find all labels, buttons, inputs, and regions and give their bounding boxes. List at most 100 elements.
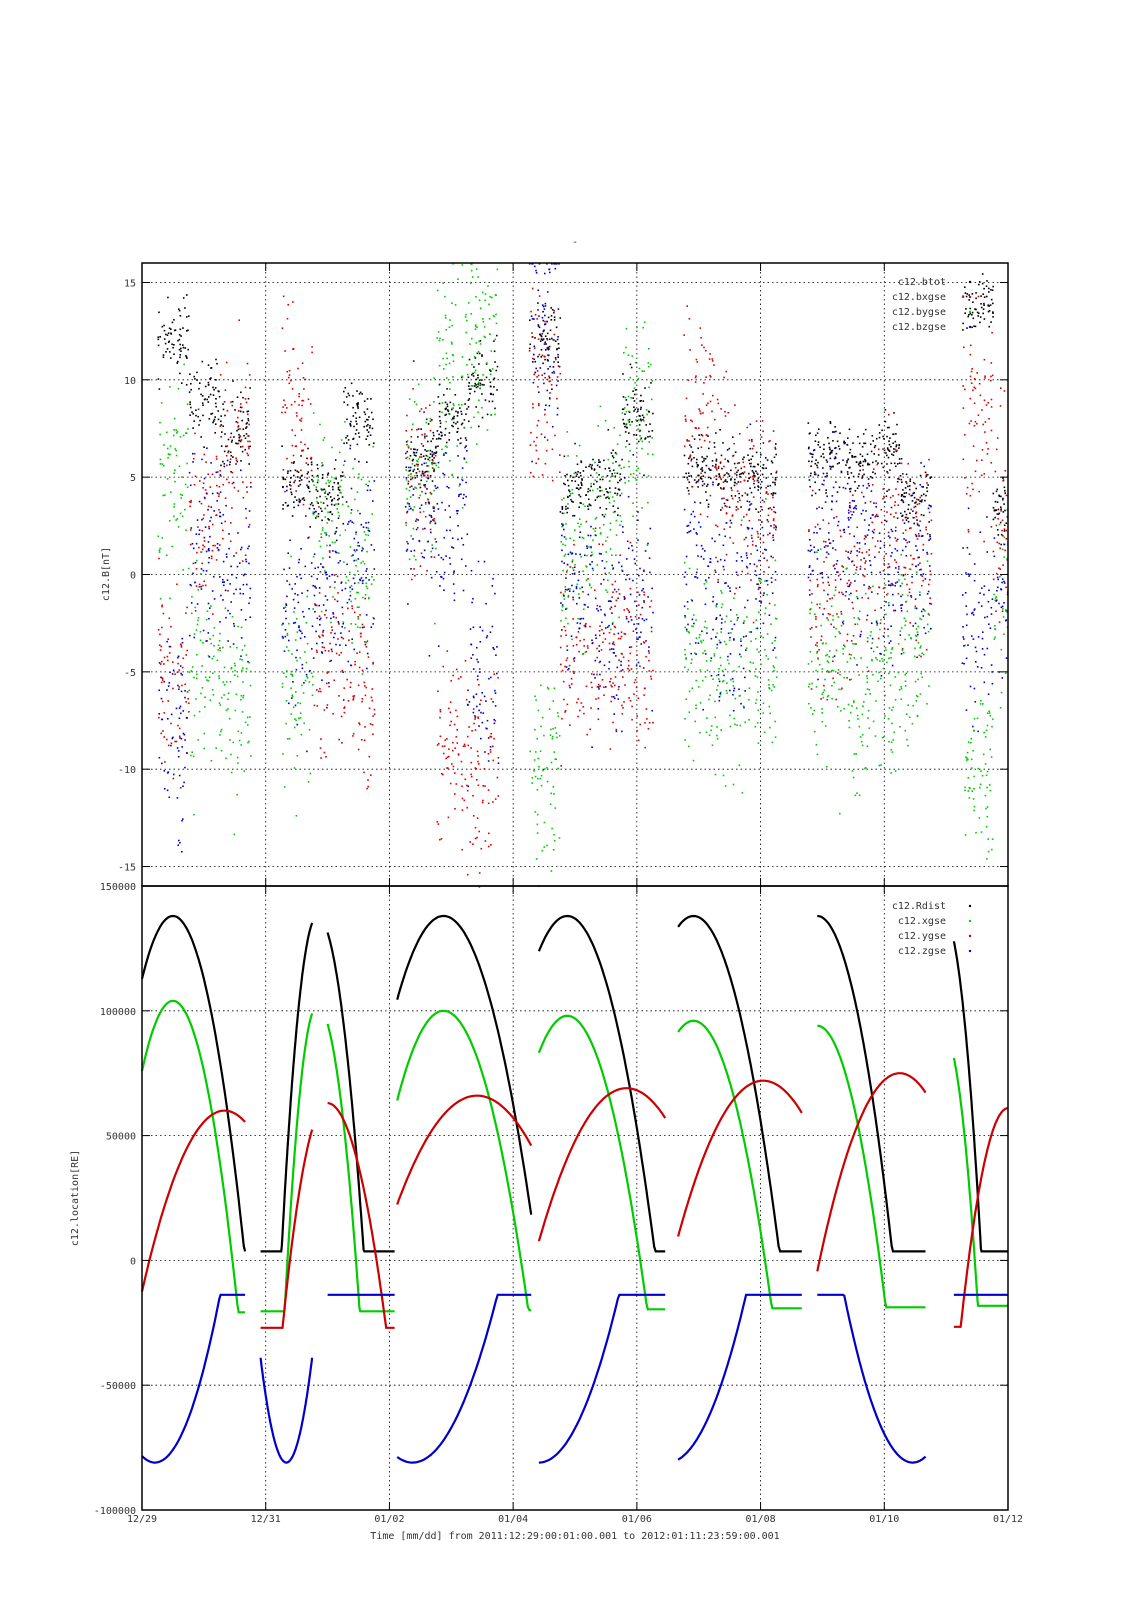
field-point	[422, 510, 425, 513]
field-point	[980, 306, 983, 309]
field-point	[457, 439, 459, 441]
field-point	[282, 753, 284, 755]
field-point	[178, 735, 181, 738]
field-point	[767, 485, 769, 487]
field-point	[244, 398, 247, 400]
field-point	[175, 519, 177, 521]
field-point	[713, 442, 716, 444]
field-point	[328, 485, 330, 487]
field-point	[331, 650, 333, 653]
field-point	[282, 486, 284, 489]
field-point	[889, 496, 892, 499]
field-point	[364, 643, 367, 646]
field-point	[166, 789, 169, 792]
field-point	[240, 446, 242, 448]
field-point	[354, 582, 356, 585]
field-point	[980, 831, 983, 833]
field-point	[304, 679, 307, 682]
field-point	[848, 488, 851, 490]
field-point	[624, 431, 627, 433]
field-point	[878, 586, 881, 589]
field-point	[341, 503, 344, 506]
field-point	[590, 485, 592, 488]
field-point	[896, 463, 899, 465]
field-point	[431, 480, 434, 482]
field-point	[281, 624, 283, 626]
field-point	[537, 374, 540, 377]
field-point	[699, 702, 702, 704]
field-point	[433, 462, 435, 465]
field-point	[771, 741, 774, 744]
field-point	[554, 357, 557, 359]
field-point	[904, 487, 907, 489]
field-point	[171, 545, 173, 548]
field-point	[231, 615, 234, 618]
field-point	[482, 374, 484, 376]
field-point	[855, 643, 857, 645]
field-point	[730, 495, 733, 497]
field-point	[222, 483, 224, 486]
field-point	[621, 569, 623, 571]
field-point	[249, 587, 252, 590]
field-point	[373, 617, 375, 620]
field-point	[897, 671, 900, 674]
field-point	[736, 462, 739, 465]
field-point	[490, 844, 492, 846]
field-point	[158, 549, 161, 552]
field-point	[178, 717, 181, 720]
field-point	[216, 547, 219, 549]
field-point	[826, 461, 829, 463]
field-point	[168, 520, 171, 522]
field-point	[872, 471, 874, 473]
field-point	[637, 428, 640, 430]
field-point	[762, 430, 764, 433]
field-point	[601, 679, 604, 681]
field-point	[299, 657, 301, 659]
field-point	[160, 402, 163, 404]
field-point	[241, 711, 244, 713]
field-point	[811, 460, 813, 463]
field-point	[876, 658, 878, 661]
field-point	[587, 488, 590, 490]
field-point	[430, 515, 432, 517]
field-point	[751, 440, 753, 443]
field-point	[182, 346, 185, 349]
field-point	[429, 453, 432, 455]
field-point	[426, 480, 428, 483]
field-point	[809, 485, 811, 488]
field-point	[925, 528, 927, 531]
field-point	[223, 694, 225, 696]
field-point	[218, 395, 221, 398]
field-point	[882, 435, 884, 438]
field-point	[449, 319, 451, 321]
field-point	[981, 459, 983, 461]
field-point	[613, 625, 616, 628]
field-point	[212, 655, 215, 658]
field-point	[818, 506, 820, 508]
field-point	[493, 673, 496, 675]
field-point	[284, 478, 287, 481]
field-point	[180, 347, 182, 350]
field-point	[998, 523, 1001, 526]
field-point	[883, 557, 885, 560]
field-point	[887, 531, 890, 534]
field-point	[811, 682, 813, 685]
field-point	[696, 465, 699, 468]
field-point	[769, 726, 771, 729]
field-point	[989, 748, 991, 751]
field-point	[352, 522, 355, 524]
field-point	[755, 470, 757, 473]
field-point	[356, 652, 358, 654]
field-point	[685, 657, 687, 659]
field-point	[755, 619, 757, 621]
field-point	[349, 423, 351, 425]
field-point	[893, 412, 895, 414]
field-point	[743, 466, 746, 468]
field-point	[707, 503, 710, 506]
field-point	[734, 404, 736, 406]
field-point	[233, 592, 235, 595]
field-point	[186, 357, 188, 359]
field-point	[596, 686, 599, 688]
field-point	[772, 430, 775, 432]
